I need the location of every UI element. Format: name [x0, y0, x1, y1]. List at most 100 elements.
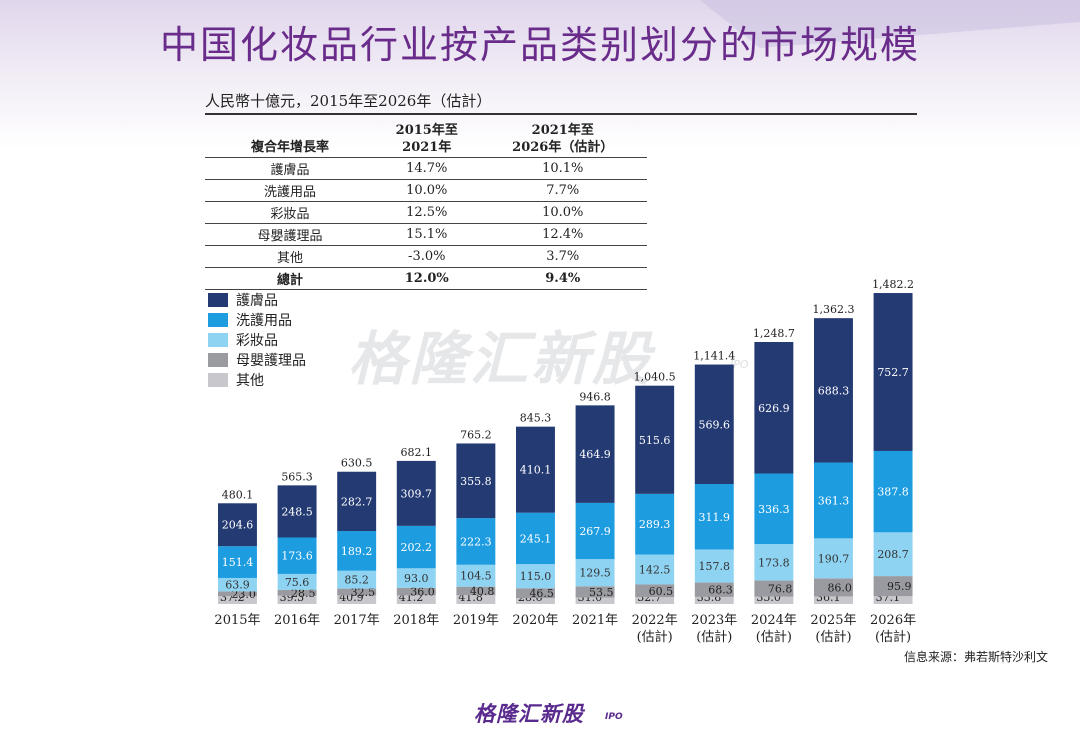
bar-segment — [694, 484, 734, 550]
bar-segment — [635, 385, 675, 494]
bar-segment — [277, 589, 317, 596]
legend-item: 母嬰護理品 — [208, 350, 306, 370]
x-tick-label: (估計) — [637, 629, 673, 645]
bar-segment — [754, 544, 794, 581]
x-tick-label: (估計) — [696, 629, 732, 645]
page-title: 中国化妆品行业按产品类别划分的市场规模 — [159, 23, 920, 67]
data-label: 190.7 — [818, 552, 850, 565]
x-tick-label: (估計) — [756, 629, 792, 645]
watermark-text: 格隆汇新股 — [348, 325, 654, 393]
bar-segment — [456, 586, 496, 596]
data-label: 32.5 — [351, 586, 376, 599]
bar-segment — [277, 485, 317, 538]
data-label: 515.6 — [639, 434, 671, 447]
bar-segment — [814, 596, 853, 604]
bar-segment — [873, 450, 913, 533]
data-label: 248.5 — [281, 505, 313, 518]
header-banner — [700, 0, 1080, 48]
bar-segment — [396, 568, 436, 588]
bar-segment — [337, 588, 377, 596]
data-label: 68.3 — [708, 584, 733, 597]
bar-segment — [694, 364, 734, 485]
x-tick-label: 2024年 — [751, 613, 797, 628]
bar-segment — [635, 597, 675, 604]
data-label: 151.4 — [222, 556, 254, 569]
data-label: 410.1 — [520, 464, 552, 477]
bar-segment — [516, 597, 555, 604]
total-label: 630.5 — [341, 457, 373, 470]
bar-segment — [694, 582, 734, 597]
x-tick-label: 2017年 — [334, 613, 380, 628]
bar-segment — [456, 595, 496, 604]
x-tick-label: 2018年 — [393, 613, 439, 628]
total-label: 682.1 — [401, 446, 433, 459]
bar-segment — [575, 597, 615, 604]
bar-segment — [456, 443, 496, 519]
legend-swatch — [208, 293, 228, 307]
bar-segment — [516, 512, 555, 565]
bar-segment — [277, 573, 317, 590]
total-label: 1,040.5 — [634, 371, 676, 384]
data-label: 40.8 — [470, 585, 495, 598]
data-label: 36.0 — [410, 586, 435, 599]
data-label: 688.3 — [818, 384, 850, 397]
total-label: 1,141.4 — [693, 350, 735, 363]
header-rule — [205, 113, 917, 115]
x-tick-label: (估計) — [815, 629, 851, 645]
data-label: 626.9 — [758, 402, 790, 415]
data-label: 86.0 — [827, 581, 852, 594]
data-label: 75.6 — [285, 576, 310, 589]
bar-segment — [873, 596, 913, 604]
data-label: 85.2 — [344, 574, 369, 587]
data-label: 752.7 — [877, 366, 909, 379]
bar-segment — [575, 586, 615, 598]
data-label: 63.9 — [225, 579, 250, 592]
bar-segment — [575, 405, 615, 503]
bar-segment — [277, 595, 317, 604]
x-tick-label: 2022年 — [632, 613, 678, 628]
data-label: 104.5 — [460, 570, 492, 583]
total-label: 565.3 — [281, 470, 313, 483]
legend-item: 洗護用品 — [208, 310, 306, 330]
data-label: 202.2 — [401, 541, 433, 554]
cagr-row: 母嬰護理品 15.1% 12.4% — [205, 223, 647, 246]
source-note: 信息来源：弗若斯特沙利文 — [903, 650, 1048, 664]
data-label: 76.8 — [768, 583, 793, 596]
legend-item: 護膚品 — [208, 290, 306, 310]
legend-swatch — [208, 373, 228, 387]
bar-segment — [873, 293, 913, 451]
data-label: 129.5 — [579, 567, 611, 580]
legend-swatch — [208, 353, 228, 367]
x-tick-label: (估計) — [875, 629, 911, 645]
bar-segment — [516, 426, 555, 513]
total-label: 480.1 — [222, 488, 254, 501]
footer-logo-tag: IPO — [605, 712, 623, 722]
data-label: 569.6 — [699, 418, 731, 431]
bar-segment — [516, 588, 555, 598]
data-label: 93.0 — [404, 572, 429, 585]
legend-item: 其他 — [208, 370, 306, 390]
cagr-col2-header: 2021年至 2026年（估計） — [512, 123, 614, 155]
bar-segment — [396, 587, 436, 596]
bar-segment — [814, 318, 853, 463]
total-label: 765.2 — [460, 428, 492, 441]
x-tick-label: 2016年 — [274, 613, 320, 628]
bar-segment — [337, 570, 377, 589]
bar-segment — [218, 577, 257, 592]
data-label: 245.1 — [520, 532, 552, 545]
legend-swatch — [208, 333, 228, 347]
watermark-ipo: IPO — [730, 358, 749, 371]
data-label: 464.9 — [579, 448, 611, 461]
total-label: 946.8 — [579, 390, 611, 403]
bar-segment — [337, 531, 377, 571]
data-label: 336.3 — [758, 503, 790, 516]
cagr-table: 複合年增長率 2015年至 2021年 2021年至 2026年（估計） 護膚品… — [205, 118, 647, 290]
bar-segment — [218, 596, 257, 604]
x-tick-label: 2021年 — [572, 613, 618, 628]
data-label: 157.8 — [699, 560, 731, 573]
data-label: 28.5 — [291, 587, 316, 600]
data-label: 355.8 — [460, 475, 492, 488]
data-label: 361.3 — [818, 494, 850, 507]
unit-note: 人民幣十億元，2015年至2026年（估計） — [205, 92, 492, 110]
data-label: 60.5 — [649, 585, 674, 598]
